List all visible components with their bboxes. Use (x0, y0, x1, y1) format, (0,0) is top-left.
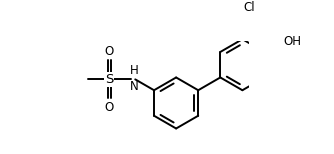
Text: H: H (130, 65, 139, 77)
Text: Cl: Cl (243, 1, 255, 14)
Text: O: O (105, 101, 114, 114)
Text: O: O (105, 45, 114, 58)
Text: OH: OH (284, 35, 302, 48)
Text: S: S (105, 73, 114, 86)
Text: N: N (130, 80, 139, 93)
